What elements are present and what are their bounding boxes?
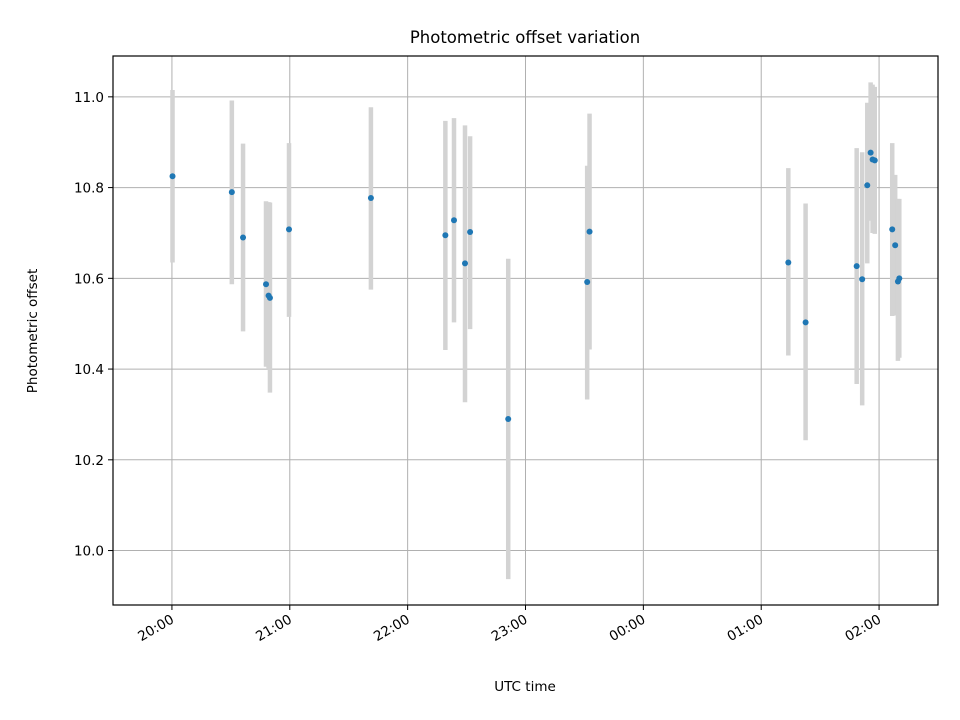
y-tick-label: 10.6 (74, 271, 104, 287)
y-tick-label: 10.8 (74, 181, 104, 197)
data-point (867, 149, 874, 156)
y-tick-label: 11.0 (74, 90, 104, 106)
data-point (266, 294, 273, 301)
data-point (505, 415, 512, 422)
data-point (896, 275, 903, 282)
data-point (584, 278, 591, 285)
data-point (892, 242, 899, 249)
data-point (462, 260, 468, 267)
data-point (586, 228, 593, 235)
data-point (286, 226, 292, 233)
data-points (169, 149, 903, 422)
data-point (442, 232, 449, 239)
y-tick-label: 10.0 (74, 544, 104, 560)
data-point (240, 234, 247, 241)
y-tick-label: 10.2 (74, 453, 104, 469)
grid (113, 56, 938, 605)
data-point (889, 226, 896, 233)
y-tick-label: 10.4 (74, 362, 104, 378)
data-point (263, 281, 270, 288)
data-point (451, 217, 457, 224)
chart-title: Photometric offset variation (410, 28, 640, 47)
data-point (367, 195, 374, 202)
y-axis-label: Photometric offset (25, 269, 41, 393)
data-point (853, 263, 860, 270)
data-point (864, 182, 871, 189)
x-axis-label: UTC time (494, 679, 556, 695)
y-axis-ticks: 10.0 10.2 10.4 10.6 10.8 11.0 (74, 90, 113, 560)
data-point (467, 229, 474, 236)
data-point (859, 276, 866, 283)
data-point (802, 319, 809, 326)
data-point (871, 157, 878, 164)
data-point (169, 173, 176, 180)
data-point (785, 259, 792, 266)
data-point (228, 189, 235, 196)
